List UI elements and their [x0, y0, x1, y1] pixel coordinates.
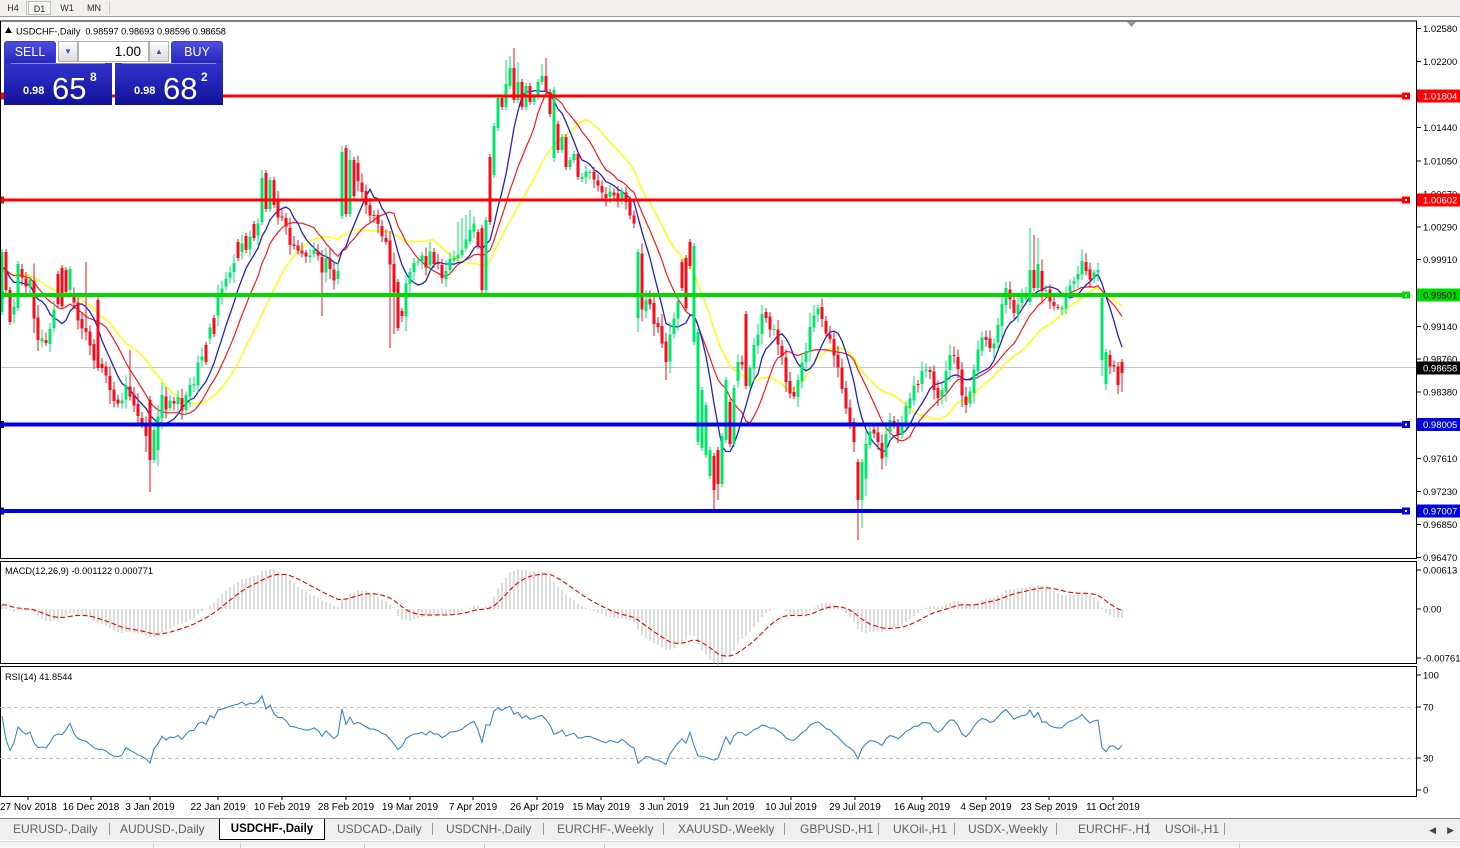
svg-text:USDCHF-,Daily 0.98597 0.98693: USDCHF-,Daily 0.98597 0.98693 0.98596 0.… — [16, 27, 226, 37]
svg-text:0.00: 0.00 — [1423, 605, 1442, 616]
svg-text:16 Aug 2019: 16 Aug 2019 — [894, 802, 951, 813]
svg-text:11 Oct 2019: 11 Oct 2019 — [1086, 802, 1140, 813]
svg-text:1.01804: 1.01804 — [1423, 91, 1457, 102]
svg-text:1.00290: 1.00290 — [1423, 222, 1457, 233]
svg-text:1.00602: 1.00602 — [1423, 195, 1457, 206]
svg-text:0.97007: 0.97007 — [1423, 506, 1457, 517]
svg-text:29 Jul 2019: 29 Jul 2019 — [829, 802, 881, 813]
svg-text:0.98658: 0.98658 — [1423, 364, 1457, 375]
svg-text:30: 30 — [1423, 754, 1434, 765]
svg-text:100: 100 — [1423, 671, 1439, 682]
svg-text:0.98380: 0.98380 — [1423, 388, 1457, 399]
svg-text:19 Mar 2019: 19 Mar 2019 — [382, 802, 439, 813]
svg-text:10 Feb 2019: 10 Feb 2019 — [254, 802, 311, 813]
svg-text:MACD(12,26,9) -0.001122 0.0007: MACD(12,26,9) -0.001122 0.000771 — [5, 566, 153, 576]
svg-text:28 Feb 2019: 28 Feb 2019 — [318, 802, 375, 813]
svg-text:0.97610: 0.97610 — [1423, 454, 1457, 465]
svg-text:22 Jan 2019: 22 Jan 2019 — [190, 802, 245, 813]
svg-text:0: 0 — [1423, 786, 1428, 797]
svg-text:21 Jun 2019: 21 Jun 2019 — [699, 802, 754, 813]
svg-text:0.99910: 0.99910 — [1423, 255, 1457, 266]
svg-text:RSI(14) 41.8544: RSI(14) 41.8544 — [5, 672, 72, 682]
svg-text:1.01440: 1.01440 — [1423, 123, 1457, 134]
svg-text:0.00613: 0.00613 — [1423, 566, 1457, 577]
svg-text:16 Dec 2018: 16 Dec 2018 — [63, 802, 120, 813]
svg-text:15 May 2019: 15 May 2019 — [572, 802, 630, 813]
svg-text:1.01050: 1.01050 — [1423, 157, 1457, 168]
svg-text:3 Jun 2019: 3 Jun 2019 — [639, 802, 689, 813]
svg-text:0.98005: 0.98005 — [1423, 420, 1457, 431]
svg-text:10 Jul 2019: 10 Jul 2019 — [765, 802, 817, 813]
svg-text:0.99501: 0.99501 — [1423, 291, 1457, 302]
svg-text:-0.007612: -0.007612 — [1423, 654, 1460, 665]
svg-text:0.99140: 0.99140 — [1423, 322, 1457, 333]
svg-text:27 Nov 2018: 27 Nov 2018 — [0, 802, 57, 813]
svg-text:4 Sep 2019: 4 Sep 2019 — [960, 802, 1012, 813]
svg-text:7 Apr 2019: 7 Apr 2019 — [449, 802, 498, 813]
svg-text:3 Jan 2019: 3 Jan 2019 — [125, 802, 175, 813]
svg-text:23 Sep 2019: 23 Sep 2019 — [1021, 802, 1078, 813]
svg-text:70: 70 — [1423, 703, 1434, 714]
svg-text:0.96850: 0.96850 — [1423, 520, 1457, 531]
svg-text:0.96470: 0.96470 — [1423, 553, 1457, 564]
svg-text:0.98760: 0.98760 — [1423, 355, 1457, 366]
svg-text:1.02580: 1.02580 — [1423, 24, 1457, 35]
svg-text:0.97230: 0.97230 — [1423, 487, 1457, 498]
svg-text:26 Apr 2019: 26 Apr 2019 — [510, 802, 564, 813]
svg-text:1.02200: 1.02200 — [1423, 57, 1457, 68]
